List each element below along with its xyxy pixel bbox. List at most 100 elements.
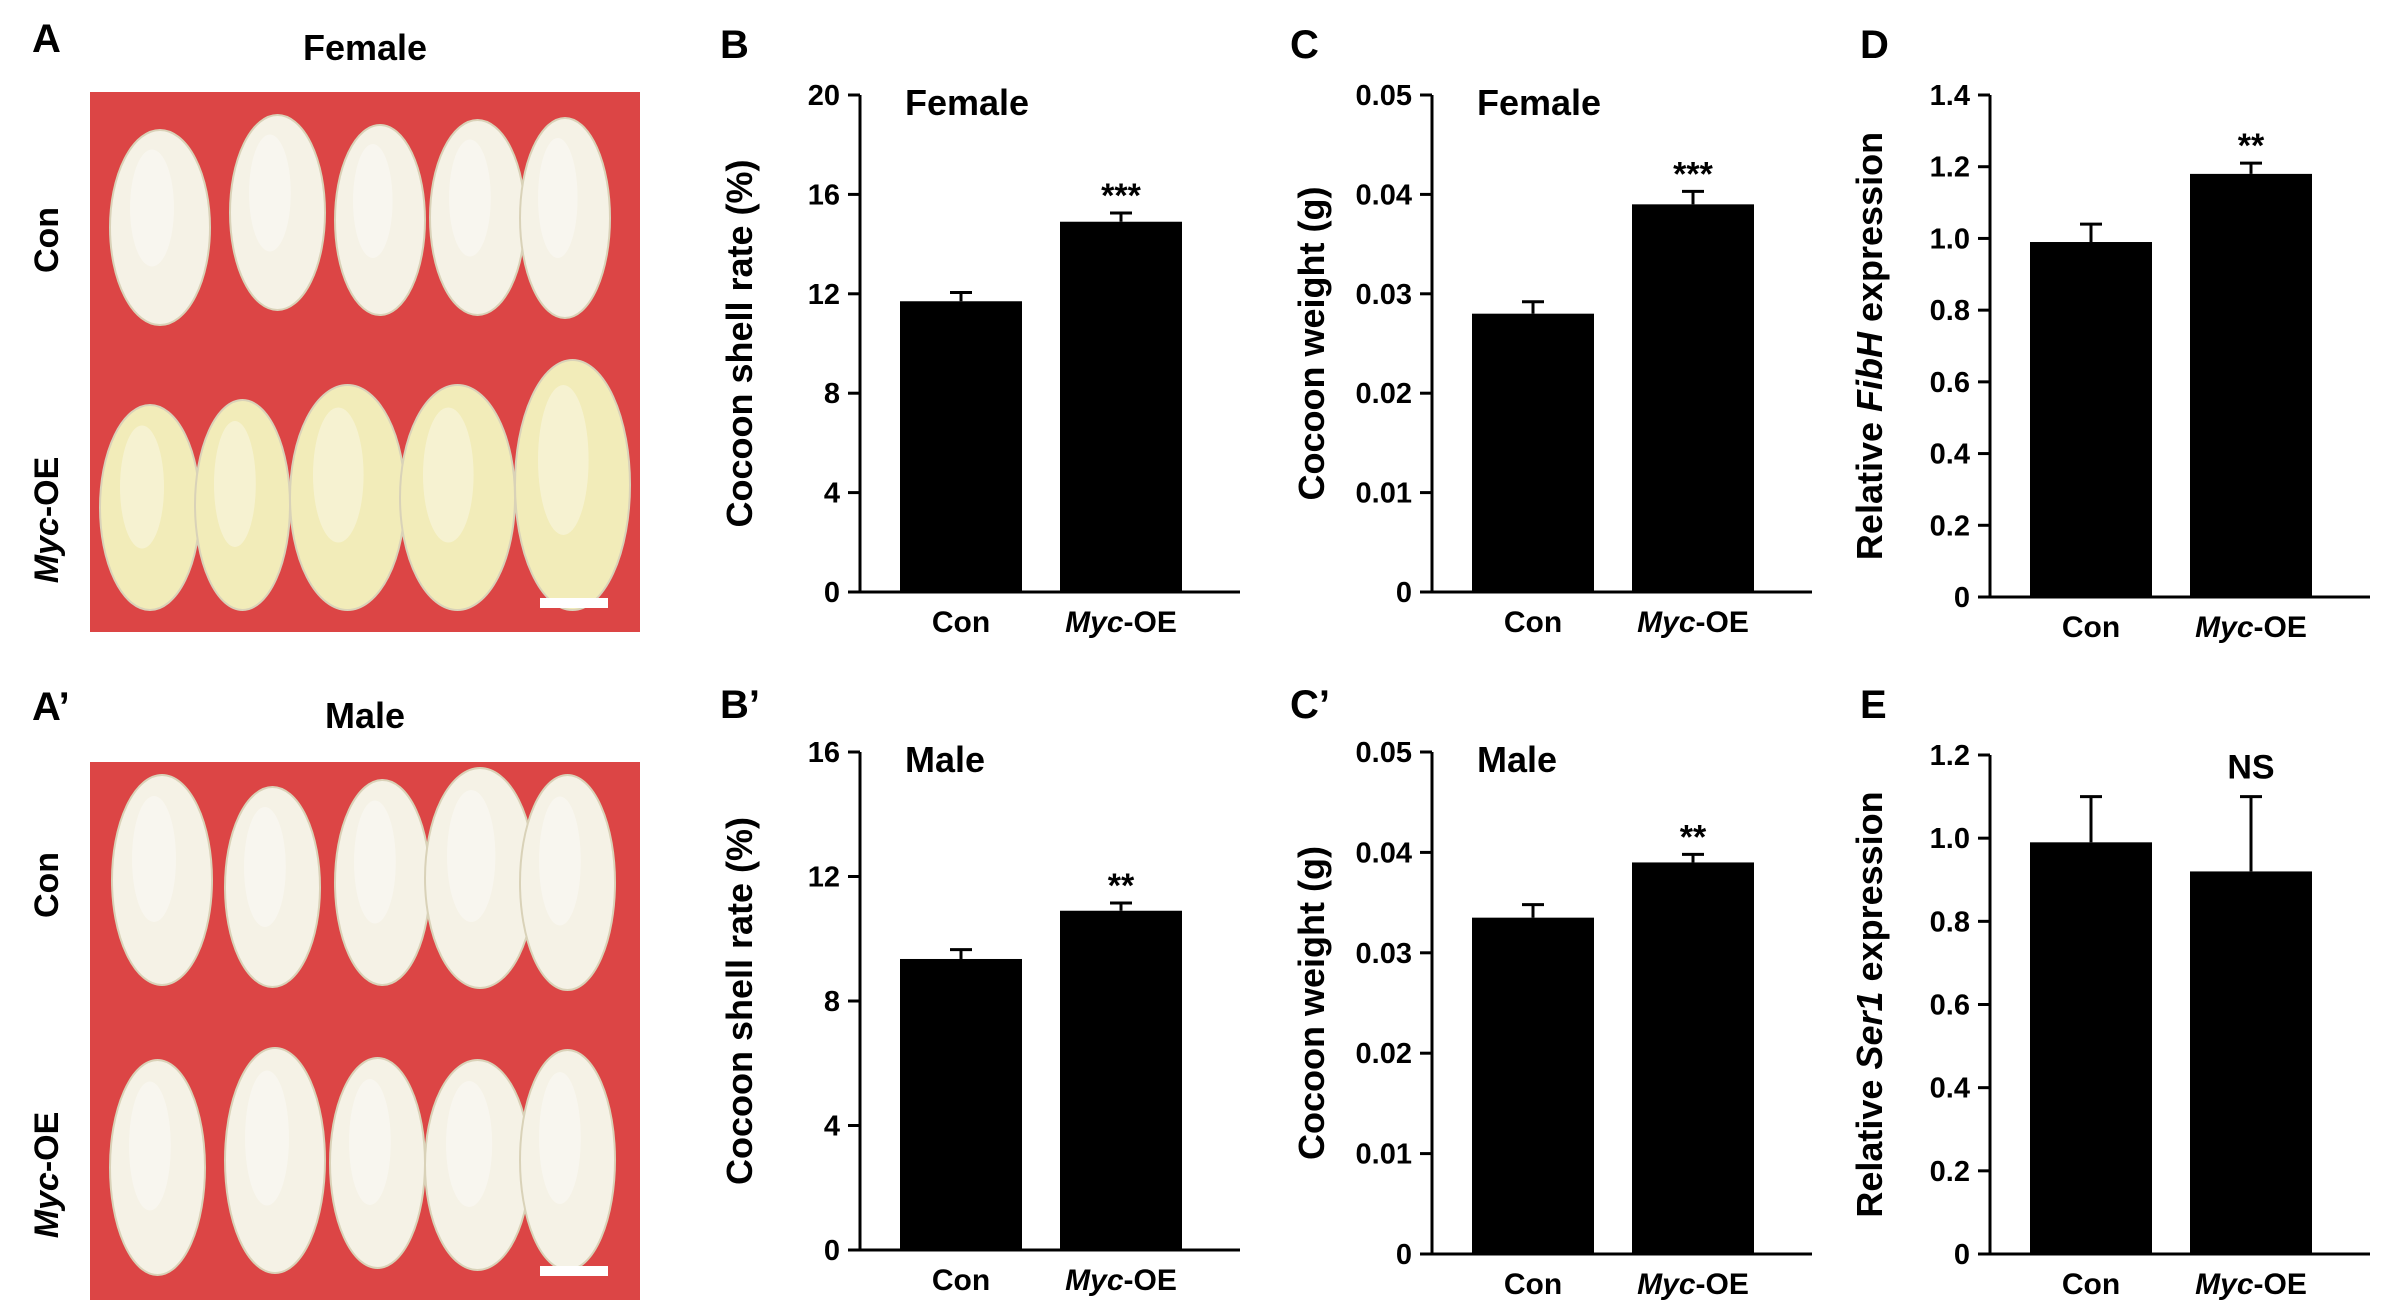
bar-myc-oe bbox=[2190, 871, 2312, 1254]
row-label: Con bbox=[28, 852, 66, 918]
bar-myc-oe bbox=[1060, 910, 1182, 1250]
cocoon-highlight bbox=[249, 134, 291, 252]
y-axis-label: Cocoon weight (g) bbox=[1291, 187, 1332, 501]
cocoon-highlight bbox=[245, 1070, 289, 1206]
y-tick-label: 0.8 bbox=[1930, 295, 1970, 327]
y-tick-label: 0.01 bbox=[1356, 1139, 1412, 1171]
cocoon-highlight bbox=[129, 1081, 171, 1211]
y-axis-label: Relative Ser1 expression bbox=[1849, 791, 1890, 1217]
panel-label: D bbox=[1860, 23, 1889, 67]
cocoon-highlight bbox=[313, 407, 364, 543]
cocoon-highlight bbox=[447, 790, 496, 922]
y-tick-label: 12 bbox=[808, 862, 840, 894]
panel-label: C bbox=[1290, 23, 1319, 67]
y-tick-label: 1.0 bbox=[1930, 823, 1970, 855]
row-label: Myc-OE bbox=[28, 1112, 66, 1239]
row-label: Con bbox=[28, 207, 66, 273]
y-tick-label: 0 bbox=[1396, 577, 1412, 609]
cocoon bbox=[519, 117, 611, 319]
cocoon bbox=[109, 129, 211, 326]
y-axis-label: Relative FibH expression bbox=[1849, 132, 1890, 560]
y-tick-label: 0.2 bbox=[1930, 1156, 1970, 1188]
y-tick-label: 4 bbox=[824, 1111, 840, 1143]
cocoon-highlight bbox=[120, 425, 164, 549]
y-tick-label: 0.02 bbox=[1356, 378, 1412, 410]
y-tick-label: 1.2 bbox=[1930, 740, 1970, 772]
y-tick-label: 0.6 bbox=[1930, 990, 1970, 1022]
y-tick-label: 12 bbox=[808, 279, 840, 311]
cocoon bbox=[111, 774, 213, 986]
y-tick-label: 1.2 bbox=[1930, 152, 1970, 184]
panel-label: B bbox=[720, 23, 749, 67]
category-label: Myc-OE bbox=[1637, 1268, 1749, 1301]
bar-con bbox=[900, 958, 1022, 1250]
cocoon-highlight bbox=[130, 149, 174, 267]
y-tick-label: 0.4 bbox=[1930, 1073, 1970, 1105]
bar-con bbox=[900, 301, 1022, 592]
y-tick-label: 0.04 bbox=[1356, 179, 1412, 211]
bar-myc-oe bbox=[1060, 221, 1182, 593]
bar-myc-oe bbox=[1632, 862, 1754, 1254]
bar-myc-oe bbox=[2190, 173, 2312, 597]
y-tick-label: 8 bbox=[824, 986, 840, 1018]
category-label: Myc-OE bbox=[1637, 606, 1749, 639]
cocoon-highlight bbox=[538, 138, 578, 258]
y-tick-label: 0 bbox=[824, 1235, 840, 1267]
category-label: Con bbox=[932, 1264, 990, 1297]
significance-marker: ** bbox=[1108, 867, 1135, 905]
bar-chart-b: B Female 0 4 8 12 16 20 Cocoon shell rate (%) Con… bbox=[719, 23, 1240, 639]
cocoon-highlight bbox=[539, 796, 581, 926]
category-label: Con bbox=[2062, 1268, 2120, 1301]
cocoon-highlight bbox=[423, 407, 474, 543]
chart-title: Female bbox=[1477, 82, 1601, 123]
y-axis-label: Cocoon weight (g) bbox=[1291, 846, 1332, 1160]
cocoon-highlight bbox=[132, 796, 176, 922]
y-tick-label: 16 bbox=[808, 737, 840, 769]
y-tick-label: 16 bbox=[808, 179, 840, 211]
y-tick-label: 1.0 bbox=[1930, 223, 1970, 255]
cocoon-highlight bbox=[538, 385, 589, 535]
row-label: Myc-OE bbox=[28, 457, 66, 584]
y-tick-label: 0.8 bbox=[1930, 906, 1970, 938]
bar-chart-c-prime: C’ Male 0 0.01 0.02 0.03 0.04 0.05 Cocoon weight… bbox=[1290, 683, 1812, 1301]
category-label: Con bbox=[1504, 1268, 1562, 1301]
cocoon bbox=[519, 774, 616, 991]
cocoon-highlight bbox=[353, 144, 393, 258]
y-tick-label: 1.4 bbox=[1930, 80, 1970, 112]
y-tick-label: 0 bbox=[1396, 1239, 1412, 1271]
cocoon-highlight bbox=[539, 1072, 581, 1204]
y-tick-label: 0.2 bbox=[1930, 510, 1970, 542]
y-tick-label: 0.02 bbox=[1356, 1038, 1412, 1070]
y-tick-label: 8 bbox=[824, 378, 840, 410]
chart-title: Male bbox=[1477, 739, 1557, 780]
photo-panel-a: A Female Con Myc-OE bbox=[28, 17, 640, 632]
panel-label: C’ bbox=[1290, 683, 1330, 727]
cocoon-highlight bbox=[449, 139, 491, 257]
y-axis-label: Cocoon shell rate (%) bbox=[719, 817, 760, 1185]
y-tick-label: 0 bbox=[1954, 582, 1970, 614]
panel-label: E bbox=[1860, 683, 1887, 727]
y-tick-label: 0.03 bbox=[1356, 938, 1412, 970]
cocoon bbox=[224, 1047, 326, 1274]
bar-con bbox=[1472, 917, 1594, 1254]
category-label: Con bbox=[1504, 606, 1562, 639]
y-tick-label: 0.6 bbox=[1930, 367, 1970, 399]
y-axis-label: Cocoon shell rate (%) bbox=[719, 159, 760, 527]
y-tick-label: 0.4 bbox=[1930, 439, 1970, 471]
category-label: Myc-OE bbox=[2195, 611, 2307, 644]
y-tick-label: 0.04 bbox=[1356, 837, 1412, 869]
y-tick-label: 0.01 bbox=[1356, 478, 1412, 510]
category-label: Myc-OE bbox=[1065, 606, 1177, 639]
y-tick-label: 0.03 bbox=[1356, 279, 1412, 311]
panel-label: A bbox=[32, 17, 61, 61]
cocoon bbox=[229, 114, 326, 311]
bar-con bbox=[2030, 242, 2152, 597]
cocoon bbox=[224, 786, 321, 988]
significance-marker: *** bbox=[1101, 177, 1141, 215]
category-label: Myc-OE bbox=[2195, 1268, 2307, 1301]
y-tick-label: 0 bbox=[824, 577, 840, 609]
significance-marker: NS bbox=[2227, 749, 2274, 787]
category-label: Con bbox=[2062, 611, 2120, 644]
photo-title: Male bbox=[325, 695, 405, 736]
